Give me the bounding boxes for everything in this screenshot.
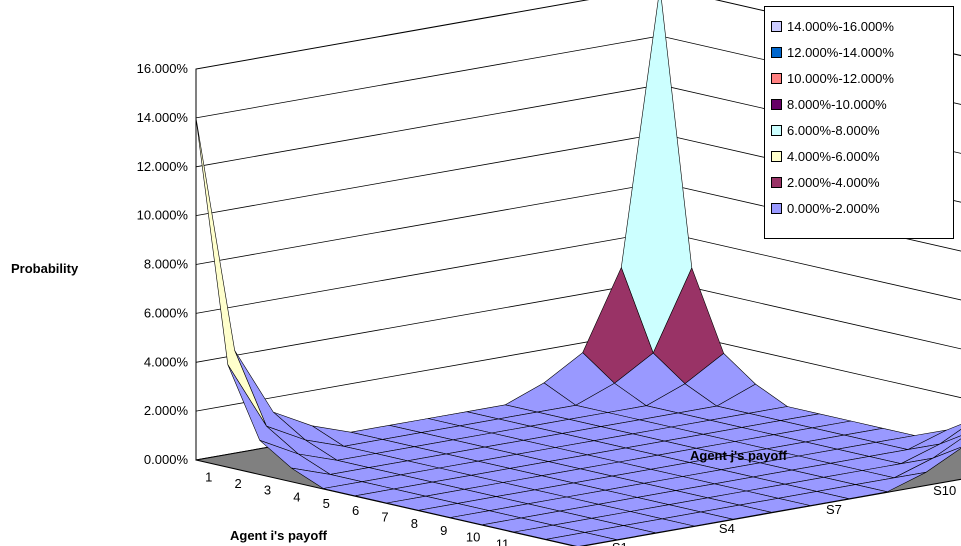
legend-swatch	[771, 124, 782, 136]
legend-item: 6.000%-8.000%	[771, 117, 953, 143]
x-tick-label: 11	[496, 536, 510, 546]
x-tick-label: 2	[234, 476, 241, 491]
legend-item: 12.000%-14.000%	[771, 39, 953, 65]
x-tick-label: 6	[352, 503, 359, 518]
legend-item: 10.000%-12.000%	[771, 65, 953, 91]
y-axis-title: Agent j's payoff	[690, 448, 788, 463]
z-tick-label: 2.000%	[144, 403, 189, 418]
z-tick-label: 8.000%	[144, 257, 189, 272]
x-tick-label: 12	[525, 543, 539, 546]
x-tick-label: 5	[323, 496, 330, 511]
z-tick-label: 14.000%	[137, 110, 189, 125]
z-tick-label: 10.000%	[137, 208, 189, 223]
z-tick-label: 4.000%	[144, 354, 189, 369]
x-tick-label: 4	[293, 489, 300, 504]
axis-ticks: 0.000%2.000%4.000%6.000%8.000%10.000%12.…	[137, 61, 957, 546]
y-tick-label: S4	[719, 521, 735, 536]
legend-item: 0.000%-2.000%	[771, 195, 953, 221]
legend-swatch	[771, 202, 782, 214]
x-tick-label: 3	[264, 483, 271, 498]
legend-label: 4.000%-6.000%	[787, 148, 880, 164]
surface-cell	[546, 532, 617, 546]
legend-item: 4.000%-6.000%	[771, 143, 953, 169]
legend-item: 14.000%-16.000%	[771, 13, 953, 39]
x-tick-label: 1	[205, 469, 212, 484]
x-tick-label: 7	[381, 510, 388, 525]
legend-item: 2.000%-4.000%	[771, 169, 953, 195]
legend-swatch	[771, 176, 782, 188]
z-tick-label: 0.000%	[144, 452, 189, 467]
legend-label: 2.000%-4.000%	[787, 174, 880, 190]
z-tick-label: 6.000%	[144, 305, 189, 320]
y-tick-label: S10	[933, 483, 956, 498]
legend-swatch	[771, 150, 782, 162]
z-tick-label: 12.000%	[137, 159, 189, 174]
x-tick-label: 9	[440, 523, 447, 538]
legend-label: 12.000%-14.000%	[787, 44, 894, 60]
y-tick-label: S1	[612, 540, 628, 546]
legend-item: 8.000%-10.000%	[771, 91, 953, 117]
legend-swatch	[771, 46, 782, 58]
z-axis-title: Probability	[11, 261, 79, 276]
legend-swatch	[771, 72, 782, 84]
legend: 14.000%-16.000% 12.000%-14.000% 10.000%-12…	[764, 6, 954, 239]
legend-label: 0.000%-2.000%	[787, 200, 880, 216]
surface-mesh	[195, 0, 961, 546]
legend-swatch	[771, 20, 782, 32]
legend-swatch	[771, 98, 782, 110]
x-tick-label: 8	[411, 516, 418, 531]
legend-label: 8.000%-10.000%	[787, 96, 887, 112]
y-tick-label: S7	[826, 502, 842, 517]
z-tick-label: 16.000%	[137, 61, 189, 76]
legend-label: 6.000%-8.000%	[787, 122, 880, 138]
x-tick-label: 10	[466, 530, 480, 545]
x-axis-title: Agent i's payoff	[230, 528, 328, 543]
legend-label: 10.000%-12.000%	[787, 70, 894, 86]
legend-label: 14.000%-16.000%	[787, 18, 894, 34]
